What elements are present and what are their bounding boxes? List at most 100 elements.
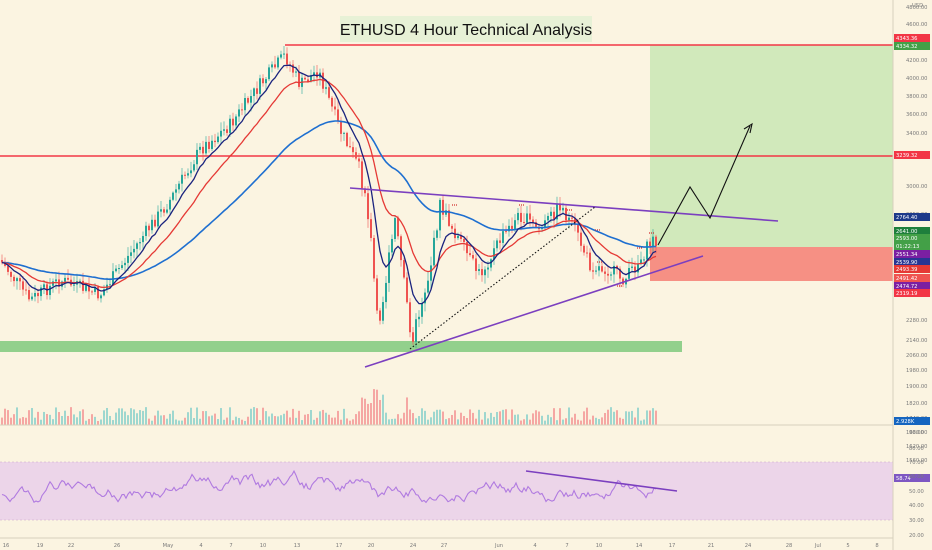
candle-body	[28, 290, 30, 300]
x-tick-label: 20	[368, 543, 375, 549]
volume-bar	[343, 408, 345, 425]
volume-bar	[652, 408, 654, 425]
candle-body	[73, 284, 75, 286]
candle-body	[643, 259, 645, 261]
price-tag-label: 2493.39	[896, 267, 917, 273]
candle-body	[64, 277, 66, 282]
volume-bar	[535, 410, 537, 425]
volume-bar	[331, 417, 333, 425]
volume-bar	[148, 418, 150, 425]
volume-bar	[346, 418, 348, 425]
volume-bar	[319, 411, 321, 425]
candle-body	[331, 97, 333, 107]
candle-body	[208, 141, 210, 149]
volume-bar	[562, 419, 564, 425]
volume-bar	[244, 420, 246, 425]
candle-body	[316, 72, 318, 78]
y-tick-label: 4600.00	[906, 22, 927, 28]
candle-body	[550, 211, 552, 216]
candle-body	[607, 273, 609, 276]
price-tag-label: 2491.42	[896, 276, 917, 282]
candle-body	[334, 106, 336, 110]
volume-bar	[553, 408, 555, 425]
volume-bar	[451, 414, 453, 425]
volume-bar	[115, 412, 117, 425]
candle-body	[631, 266, 633, 268]
x-tick-label: 24	[410, 543, 417, 549]
volume-bar	[400, 418, 402, 425]
candle-body	[157, 211, 159, 227]
x-tick-label: 16	[3, 543, 10, 549]
candle-body	[439, 199, 441, 231]
volume-bar	[574, 413, 576, 425]
volume-bar	[517, 414, 519, 425]
candle-body	[85, 285, 87, 291]
candle-body	[325, 87, 327, 89]
candle-body	[541, 228, 543, 230]
x-tick-label: Jun	[494, 543, 503, 549]
volume-bar	[43, 411, 45, 425]
volume-bar	[82, 409, 84, 425]
candle-body	[25, 289, 27, 291]
y-tick-label: 3800.00	[906, 94, 927, 100]
candle-body	[400, 236, 402, 261]
candle-body	[463, 239, 465, 243]
price-tag	[894, 151, 930, 159]
volume-bar	[328, 414, 330, 425]
candle-body	[136, 243, 138, 249]
candle-body	[457, 235, 459, 239]
price-tag	[894, 34, 930, 42]
volume-bar	[67, 415, 69, 425]
candle-body	[427, 280, 429, 293]
volume-bar	[538, 411, 540, 425]
volume-bar	[619, 417, 621, 425]
volume-bar	[580, 420, 582, 425]
candle-body	[256, 88, 258, 94]
candle-body	[397, 218, 399, 237]
candle-body	[481, 269, 483, 276]
target-zone	[650, 45, 893, 247]
volume-bar	[91, 414, 93, 425]
candle-body	[343, 132, 345, 134]
volume-bar	[394, 418, 396, 425]
volume-bar	[229, 407, 231, 425]
x-tick-label: Jul	[814, 543, 821, 549]
candle-body	[490, 259, 492, 268]
candle-body	[145, 225, 147, 237]
volume-bar	[415, 418, 417, 425]
volume-bar	[568, 407, 570, 425]
price-tag-label: 01:22:13	[896, 244, 919, 250]
x-tick-label: 14	[636, 543, 643, 549]
support-zone	[0, 341, 682, 352]
candle-body	[595, 270, 597, 272]
volume-bar	[202, 411, 204, 425]
volume-bar	[100, 419, 102, 425]
volume-bar	[532, 413, 534, 425]
candle-body	[502, 231, 504, 243]
y-tick-label: 1980.00	[906, 368, 927, 374]
candle-body	[217, 136, 219, 143]
volume-bar	[208, 416, 210, 425]
candle-body	[445, 210, 447, 215]
volume-bar	[388, 419, 390, 425]
volume-bar	[142, 410, 144, 425]
candle-body	[7, 265, 9, 272]
candle-body	[655, 236, 657, 247]
title-box	[340, 16, 592, 42]
candle-body	[376, 278, 378, 311]
volume-bar	[649, 410, 651, 425]
candle-body	[277, 57, 279, 68]
volume-bar	[313, 419, 315, 425]
volume-bar	[628, 411, 630, 425]
price-tag-label: 2539.90	[896, 260, 917, 266]
y-tick-label: 2140.00	[906, 338, 927, 344]
volume-bar	[358, 411, 360, 425]
candle-body	[412, 332, 414, 342]
volume-bar	[340, 419, 342, 425]
volume-bar	[454, 410, 456, 425]
volume-bar	[307, 414, 309, 425]
candle-body	[442, 199, 444, 215]
volume-bar	[376, 389, 378, 425]
x-tick-label: 17	[669, 543, 676, 549]
volume-bar	[220, 408, 222, 425]
